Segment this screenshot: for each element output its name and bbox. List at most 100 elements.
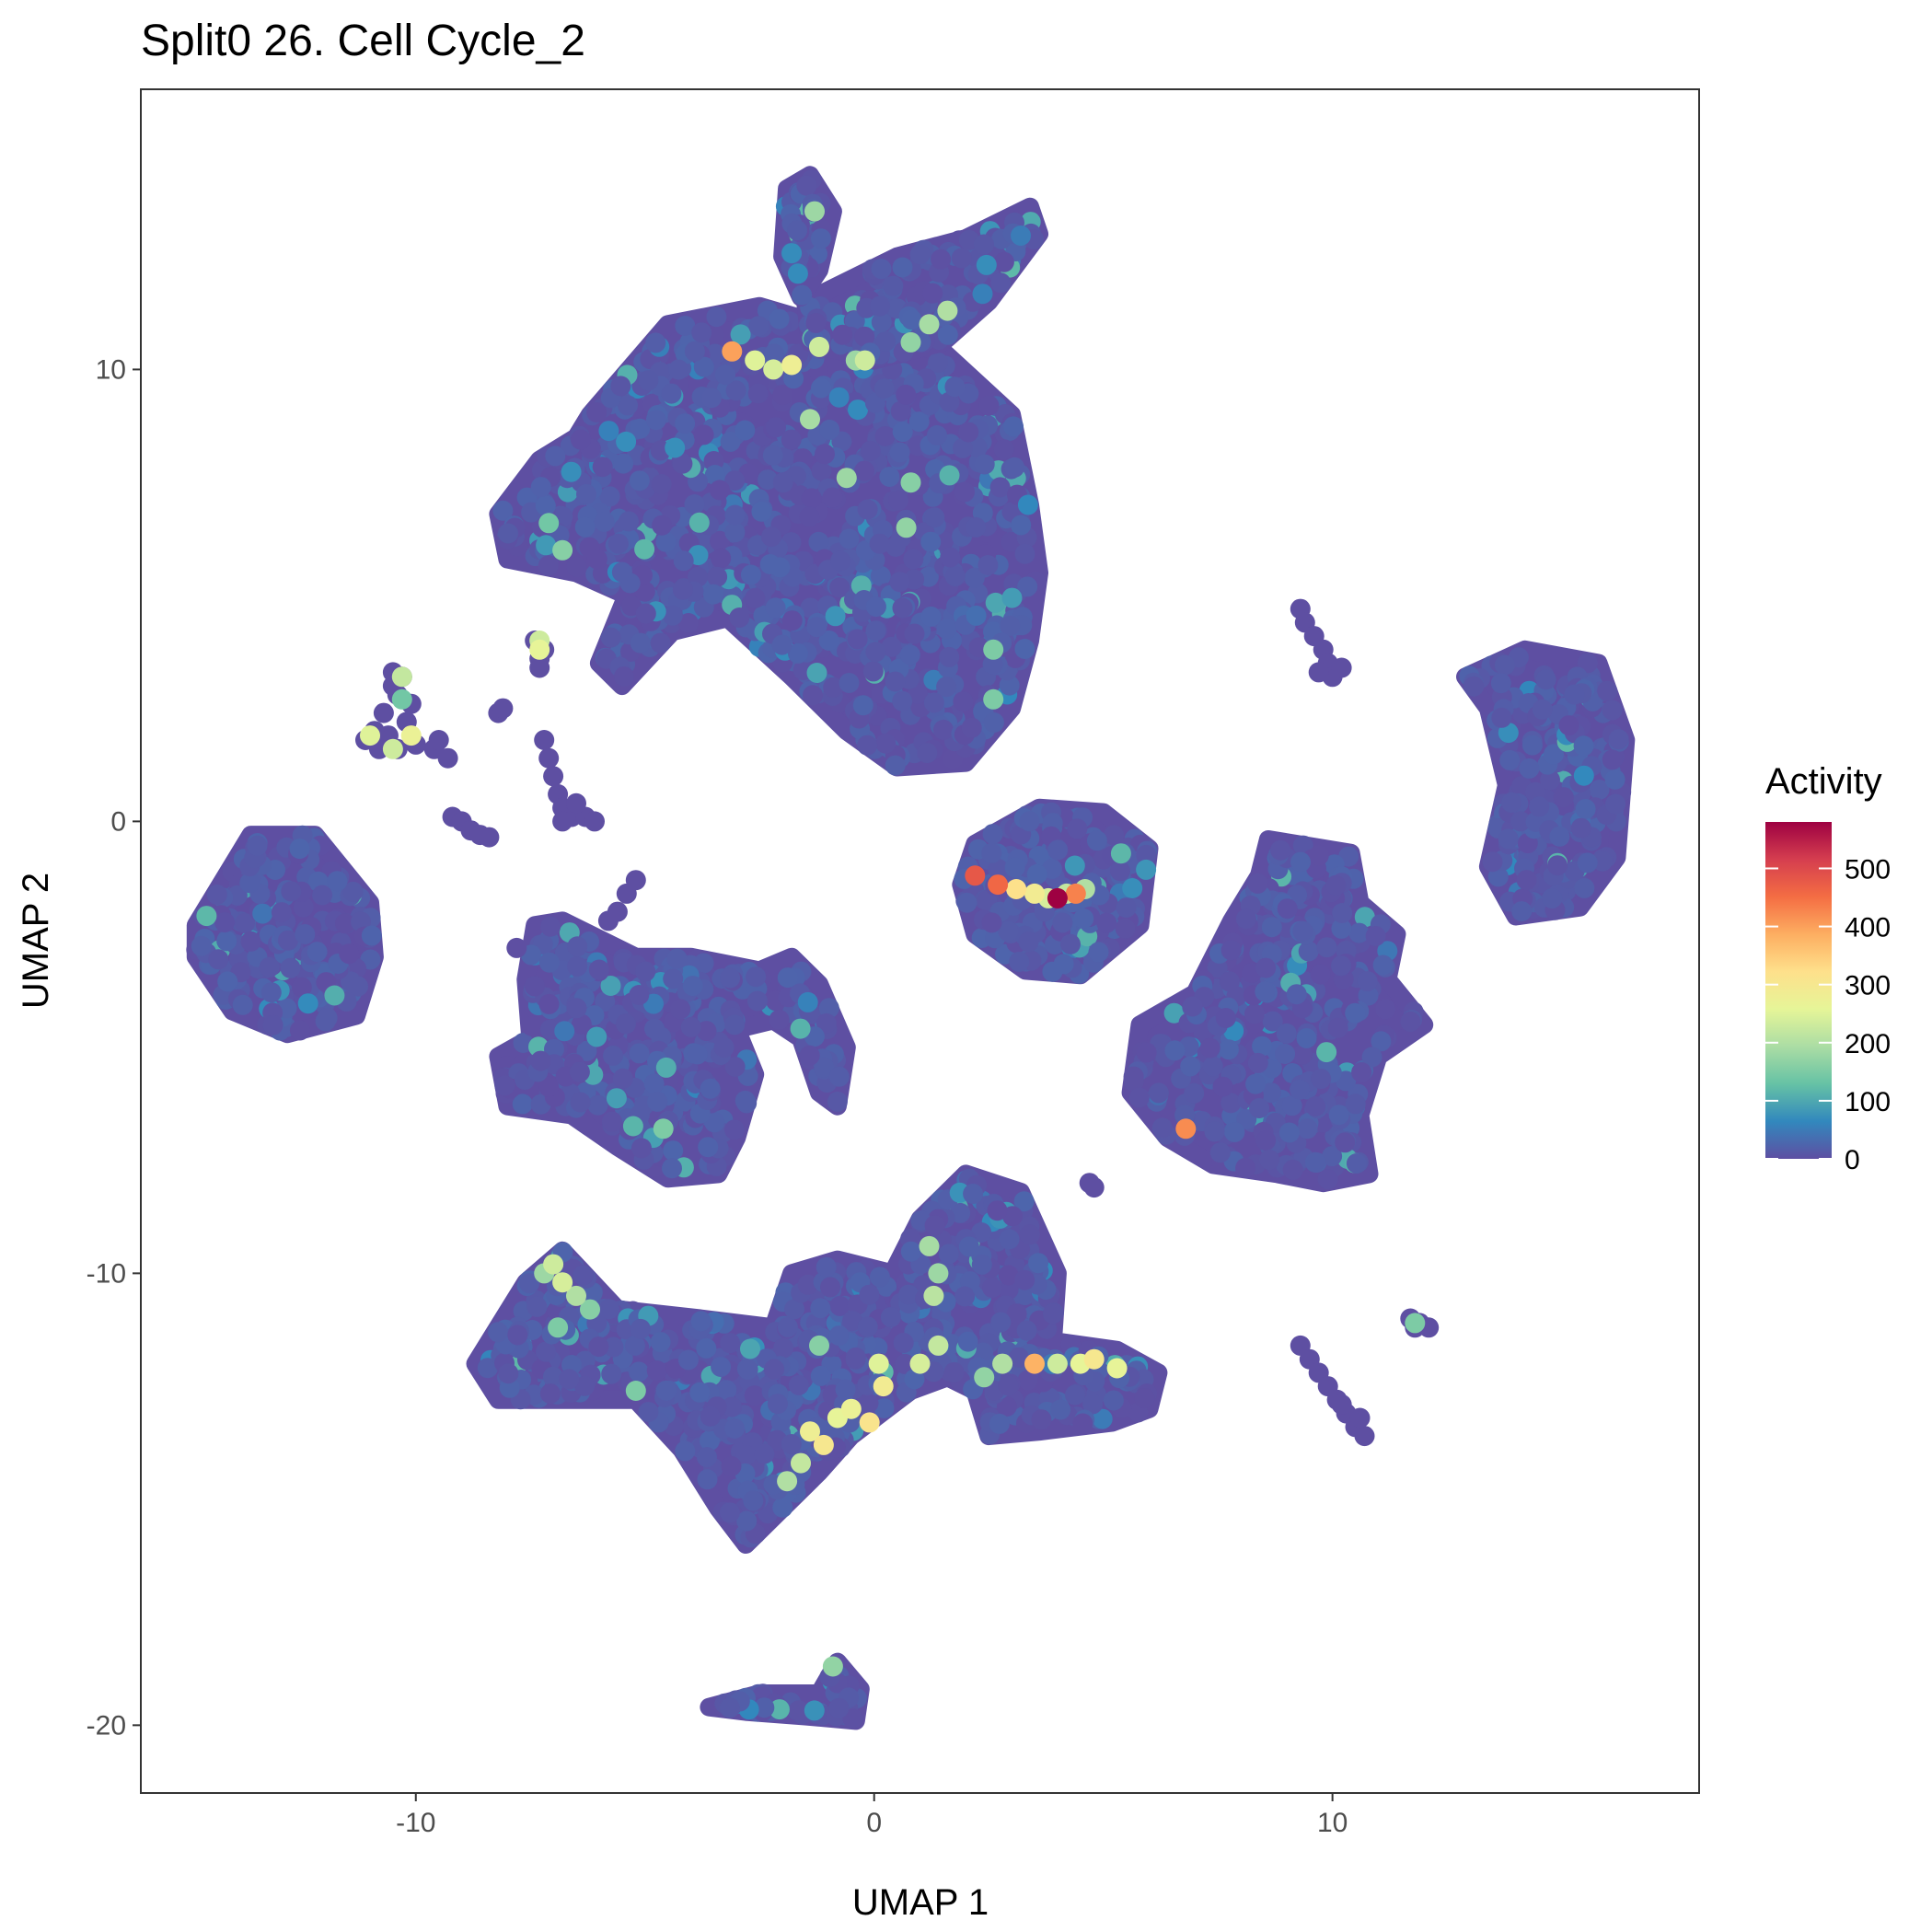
data-point-active [800, 1421, 820, 1442]
legend-tick-label: 0 [1845, 1145, 1860, 1175]
data-point-active [809, 336, 829, 357]
data-point [271, 902, 292, 923]
data-point [781, 610, 803, 631]
data-point [600, 976, 621, 996]
data-point [1184, 1082, 1205, 1104]
data-point [1349, 1407, 1371, 1429]
data-point [804, 1700, 825, 1721]
data-point [722, 1396, 743, 1417]
data-point [680, 1016, 701, 1037]
data-point [746, 990, 768, 1012]
data-point [1564, 684, 1585, 705]
data-point [603, 1045, 623, 1066]
data-point [1535, 669, 1556, 690]
data-point-active [974, 1367, 995, 1388]
data-point [746, 966, 767, 988]
data-point [1092, 1408, 1113, 1429]
data-point [1498, 828, 1519, 850]
data-point [1290, 851, 1311, 873]
data-point [839, 528, 860, 550]
data-point [1083, 1177, 1105, 1198]
data-point [908, 411, 930, 433]
data-point [611, 561, 632, 583]
data-point [607, 901, 628, 922]
data-point [570, 1092, 591, 1113]
y-tick-label: 10 [96, 354, 126, 385]
data-point [598, 1299, 619, 1320]
data-point [796, 175, 817, 196]
data-point [938, 1244, 959, 1265]
data-point [890, 400, 911, 422]
data-point [889, 572, 910, 593]
data-point [990, 272, 1012, 294]
data-point [540, 916, 561, 937]
data-point [567, 955, 588, 977]
data-point [1327, 1017, 1348, 1038]
data-point [647, 1091, 668, 1112]
data-point [1252, 1035, 1273, 1057]
data-point-active [840, 1398, 862, 1419]
data-point [1499, 749, 1521, 770]
data-point [342, 881, 364, 902]
data-point [307, 942, 328, 963]
data-point [900, 1241, 921, 1262]
data-point [1001, 531, 1022, 552]
data-point [240, 931, 261, 952]
data-point [675, 1440, 696, 1462]
data-point [655, 1380, 677, 1401]
data-point-active [781, 354, 803, 376]
data-point [754, 1443, 775, 1464]
data-point [883, 275, 904, 296]
data-point-active [745, 350, 766, 371]
data-point [1463, 676, 1485, 697]
data-point [761, 526, 781, 548]
data-point [719, 1697, 740, 1718]
data-point [889, 442, 910, 463]
data-point [196, 906, 217, 927]
data-point [990, 1312, 1012, 1333]
data-point [1345, 1002, 1366, 1024]
data-point [879, 467, 900, 487]
data-point [700, 1406, 721, 1427]
data-point [773, 1337, 794, 1359]
data-point [766, 417, 786, 438]
data-point [696, 1021, 717, 1042]
data-point [1328, 1105, 1349, 1126]
data-point [1221, 1093, 1242, 1114]
data-point [1249, 1098, 1270, 1118]
data-point [998, 1265, 1019, 1286]
data-point-active [1106, 1358, 1128, 1379]
data-point [859, 1284, 880, 1305]
data-point [1262, 1011, 1283, 1032]
data-point [748, 316, 769, 337]
data-point-active [566, 1285, 586, 1306]
data-point [1331, 955, 1351, 977]
data-point [787, 220, 807, 241]
data-point [745, 587, 766, 608]
data-point [1235, 908, 1256, 930]
data-point [892, 597, 913, 619]
data-point [865, 620, 886, 642]
data-point [1351, 1062, 1372, 1082]
data-point [592, 457, 613, 478]
data-point [1224, 1122, 1245, 1142]
data-point [526, 1296, 548, 1317]
data-point-active [983, 688, 1004, 710]
data-point [719, 1502, 740, 1523]
data-point [874, 426, 896, 446]
data-point [1011, 515, 1032, 536]
data-point [1602, 749, 1623, 770]
data-point [675, 413, 696, 434]
data-point [1591, 850, 1613, 872]
data-point [216, 931, 237, 952]
data-point [720, 1333, 741, 1354]
data-point [673, 550, 694, 572]
data-point [1042, 1303, 1063, 1325]
data-point [552, 811, 573, 832]
data-point [892, 690, 913, 711]
data-point [928, 352, 948, 373]
data-point [1532, 699, 1553, 720]
data-point [1297, 1118, 1318, 1140]
data-point [1000, 615, 1021, 636]
x-axis: -10 0 10 [396, 1793, 1348, 1838]
